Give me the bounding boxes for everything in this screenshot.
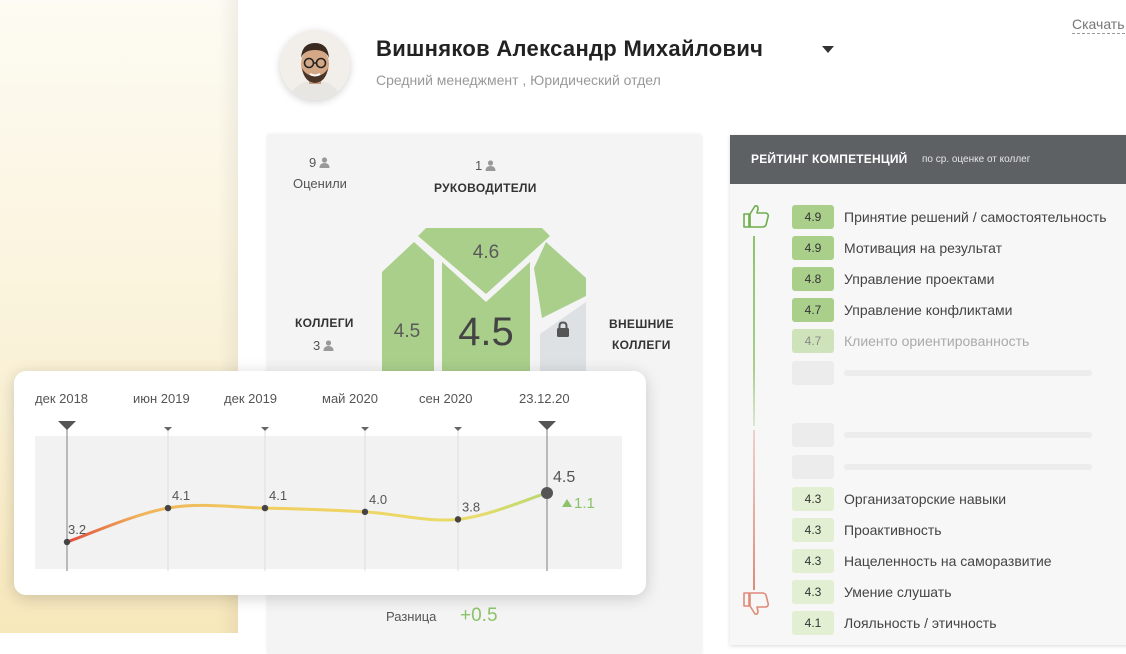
placeholder-line (844, 464, 1092, 470)
date-label[interactable]: июн 2019 (133, 391, 190, 406)
placeholder-line (844, 432, 1092, 438)
download-link[interactable]: Скачать (1072, 16, 1125, 34)
date-label[interactable]: сен 2020 (419, 391, 473, 406)
chart-plot-area (35, 436, 622, 569)
data-point[interactable] (63, 538, 71, 546)
score-history-chart: 3.2 4.1 4.1 4.0 3.8 4.5 1.1 (35, 421, 622, 571)
date-label[interactable]: дек 2018 (35, 391, 89, 406)
rated-count: 9 (309, 155, 330, 170)
competency-score: 4.7 (792, 298, 834, 322)
data-label: 4.0 (369, 492, 387, 507)
external-label-line1: ВНЕШНИЕ (609, 317, 674, 331)
placeholder-line (844, 370, 1092, 376)
competency-score: 4.9 (792, 236, 834, 260)
competency-score: 4.1 (792, 611, 834, 635)
competency-score: 4.9 (792, 205, 834, 229)
score-history-card: 3.2 4.1 4.1 4.0 3.8 4.5 1.1 дек 2018 июн 2019 д… (14, 371, 646, 595)
competency-rating-panel: РЕЙТИНГ КОМПЕТЕНЦИЙ по ср. оценке от кол… (730, 135, 1126, 645)
competency-score: 4.8 (792, 267, 834, 291)
date-label[interactable]: дек 2019 (224, 391, 278, 406)
competency-label[interactable]: Нацеленность на саморазвитие (844, 553, 1052, 569)
date-marker (261, 427, 269, 431)
colleagues-label: КОЛЛЕГИ (295, 316, 354, 330)
chevron-down-icon[interactable] (822, 46, 834, 53)
data-label: 3.2 (68, 522, 86, 537)
colleagues-count: 3 (313, 338, 334, 353)
external-label-line2: КОЛЛЕГИ (612, 338, 671, 352)
date-marker (361, 427, 369, 431)
person-icon (323, 340, 334, 351)
competency-label[interactable]: Организаторские навыки (844, 491, 1007, 507)
rated-label: Оценили (293, 176, 347, 191)
colleagues-segment[interactable] (382, 242, 434, 376)
data-label: 4.1 (269, 488, 287, 503)
range-handle[interactable] (538, 421, 556, 430)
score-line (65, 491, 549, 544)
competency-score: 4.7 (792, 329, 834, 353)
date-marker (164, 427, 172, 431)
person-icon (319, 157, 330, 168)
avatar (280, 30, 350, 100)
external-segment[interactable] (540, 302, 586, 376)
competency-label[interactable]: Принятие решений / самостоятельность (844, 209, 1107, 225)
competency-score: 4.3 (792, 487, 834, 511)
data-label: 4.1 (172, 488, 190, 503)
thumbs-up-icon (743, 205, 770, 228)
top-trend-line (753, 236, 755, 426)
data-point[interactable] (454, 516, 462, 523)
arrow-up-icon (562, 499, 572, 507)
competency-label[interactable]: Управление конфликтами (844, 302, 1013, 318)
rating-title: РЕЙТИНГ КОМПЕТЕНЦИЙ (751, 152, 908, 166)
managers-segment[interactable] (418, 228, 550, 294)
date-marker (454, 427, 462, 431)
competency-label[interactable]: Мотивация на результат (844, 240, 1003, 256)
managers-label: РУКОВОДИТЕЛИ (434, 181, 537, 195)
competency-label[interactable]: Лояльность / этичность (844, 615, 997, 631)
employee-name[interactable]: Вишняков Александр Михайлович (376, 36, 764, 61)
rating-subtitle: по ср. оценке от коллег (922, 154, 1031, 165)
competency-score: 4.3 (792, 549, 834, 573)
diff-label: Разница (386, 609, 437, 624)
competency-label[interactable]: Управление проектами (844, 271, 995, 287)
competency-label[interactable]: Проактивность (844, 522, 942, 538)
delta-value: 1.1 (574, 495, 595, 512)
delta-badge: 1.1 (562, 495, 595, 512)
employee-position: Средний менеджмент , Юридический отдел (376, 72, 661, 88)
competency-score: 4.3 (792, 580, 834, 604)
data-label: 4.5 (553, 469, 575, 486)
date-label[interactable]: 23.12.20 (519, 391, 570, 406)
range-handle[interactable] (58, 421, 76, 430)
center-segment (442, 262, 530, 376)
score-diamond: 4.6 4.5 4.5 (382, 228, 586, 376)
data-point[interactable] (164, 504, 172, 512)
data-label: 3.8 (462, 499, 480, 514)
thumbs-down-icon (743, 592, 770, 615)
data-point[interactable] (361, 508, 369, 516)
placeholder-badge (792, 361, 834, 385)
competency-score: 4.3 (792, 518, 834, 542)
diff-value: +0.5 (460, 605, 498, 626)
competency-label[interactable]: Клиенто ориентированность (844, 333, 1030, 349)
managers-count: 1 (475, 158, 496, 173)
data-point[interactable] (541, 486, 553, 499)
managers-score: 4.6 (473, 242, 499, 263)
total-score: 4.5 (458, 310, 514, 354)
placeholder-badge (792, 455, 834, 479)
top-right-segment (534, 242, 586, 318)
placeholder-badge (792, 423, 834, 447)
lock-icon (557, 321, 569, 337)
data-point[interactable] (261, 504, 269, 512)
colleagues-score: 4.5 (394, 321, 420, 342)
rating-header: РЕЙТИНГ КОМПЕТЕНЦИЙ по ср. оценке от кол… (730, 135, 1126, 184)
bottom-trend-line (753, 430, 755, 590)
date-label[interactable]: май 2020 (322, 391, 378, 406)
person-icon (485, 160, 496, 171)
competency-label[interactable]: Умение слушать (844, 584, 952, 600)
